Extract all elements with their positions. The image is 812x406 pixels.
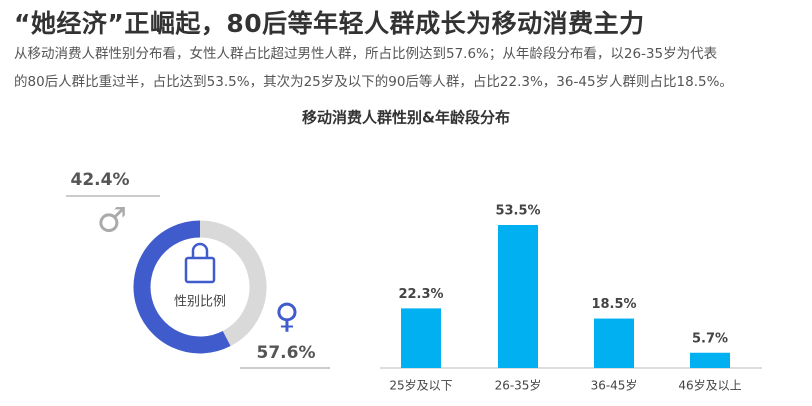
description-line: 的80后人群比重过半，占比达到53.5%，其次为25岁及以下的90后等人群，占比…	[14, 74, 733, 90]
bag-icon	[184, 242, 216, 284]
value-label: 42.4%	[71, 170, 130, 190]
bar	[498, 225, 538, 368]
donut-center-label: 性别比例	[174, 295, 226, 310]
value-label: 18.5%	[591, 297, 636, 312]
x-tick-label: 36-45岁	[591, 378, 638, 393]
legend-symbol: ♂	[97, 201, 127, 241]
legend-symbol: ♀	[275, 297, 300, 337]
value-label: 22.3%	[398, 287, 443, 302]
x-tick-label: 26-35岁	[495, 378, 542, 393]
x-tick-label: 46岁及以上	[678, 378, 741, 393]
page-title: “她经济”正崛起，80后等年轻人群成长为移动消费主力	[14, 9, 645, 38]
description-line: 从移动消费人群性别分布看，女性人群占比超过男性人群，所占比例达到57.6%；从年…	[14, 46, 718, 62]
donut-slice	[199, 220, 267, 347]
value-label: 53.5%	[495, 204, 540, 219]
chart-title: 移动消费人群性别&年龄段分布	[302, 109, 510, 127]
value-label: 57.6%	[257, 343, 316, 363]
bar	[401, 308, 441, 368]
bar	[690, 352, 730, 368]
x-tick-label: 25岁及以下	[389, 378, 452, 393]
bar	[594, 318, 634, 368]
donut-slice	[133, 220, 231, 354]
value-label: 5.7%	[692, 331, 728, 346]
